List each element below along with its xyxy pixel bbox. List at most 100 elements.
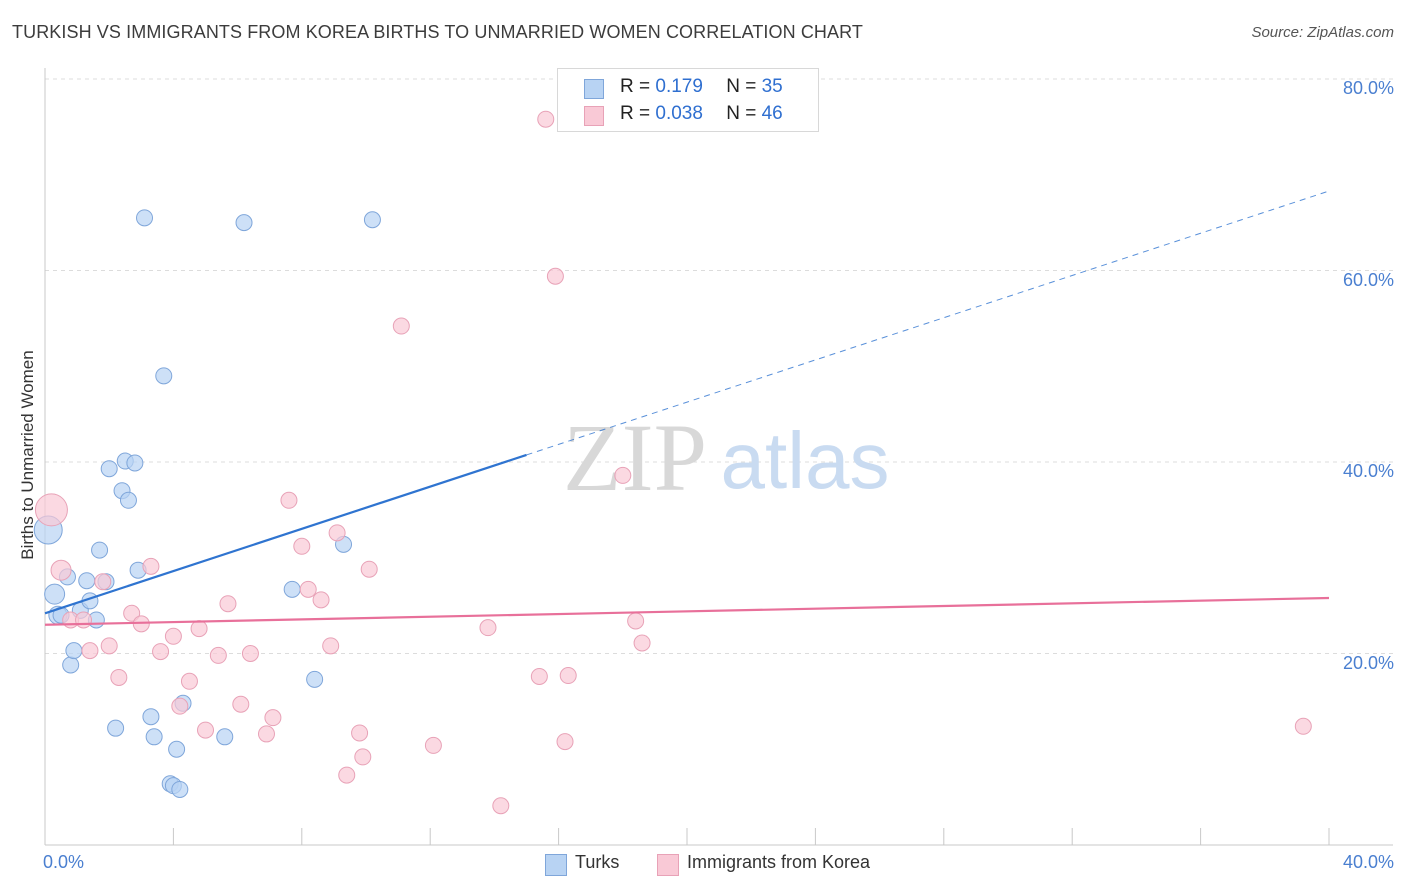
point-immigrants-from-korea xyxy=(209,646,227,664)
point-immigrants-from-korea xyxy=(100,637,118,655)
point-turks xyxy=(168,740,186,758)
point-immigrants-from-korea xyxy=(556,733,574,751)
point-immigrants-from-korea xyxy=(633,634,651,652)
y-tick-label: 80.0% xyxy=(1342,78,1394,98)
watermark-zip: ZIP xyxy=(563,404,707,511)
point-immigrants-from-korea xyxy=(197,721,214,739)
legend-n-label: N = xyxy=(726,76,762,97)
point-turks xyxy=(145,728,163,746)
bottom-legend-label-turks: Turks xyxy=(575,852,620,872)
point-immigrants-from-korea xyxy=(328,524,346,542)
watermark: ZIP atlas xyxy=(563,404,889,511)
point-turks xyxy=(65,642,83,660)
bottom-legend-swatch-turks xyxy=(545,854,567,876)
point-immigrants-from-korea xyxy=(219,595,237,613)
point-immigrants-from-korea xyxy=(360,560,378,578)
bottom-legend-label-korea: Immigrants from Korea xyxy=(687,852,871,872)
trend-turks xyxy=(44,453,527,615)
point-turks xyxy=(136,209,154,227)
legend-r-value: 0.179 xyxy=(655,76,703,97)
point-immigrants-from-korea xyxy=(537,110,555,128)
bottom-legend-swatch-korea xyxy=(657,854,679,876)
axes xyxy=(44,68,1393,846)
point-immigrants-from-korea xyxy=(392,317,410,335)
point-immigrants-from-korea xyxy=(479,619,497,637)
point-immigrants-from-korea xyxy=(164,627,182,645)
point-immigrants-from-korea xyxy=(627,612,645,630)
y-tick-label: 20.0% xyxy=(1342,652,1394,673)
point-immigrants-from-korea xyxy=(34,493,68,527)
watermark-atlas: atlas xyxy=(721,416,890,505)
y-tick-label: 40.0% xyxy=(1342,461,1394,481)
point-immigrants-from-korea xyxy=(614,466,632,484)
point-turks xyxy=(363,211,381,229)
point-immigrants-from-korea xyxy=(299,580,317,598)
point-turks xyxy=(155,367,173,385)
legend-r-label: R = xyxy=(620,76,656,97)
point-turks xyxy=(119,491,137,509)
point-immigrants-from-korea xyxy=(94,573,112,591)
point-turks xyxy=(216,728,234,746)
legend-row-turks: R = 0.179 N = 35 xyxy=(584,76,783,99)
point-immigrants-from-korea xyxy=(293,537,311,555)
legend-r-label: R = xyxy=(620,103,656,124)
point-immigrants-from-korea xyxy=(152,643,170,661)
point-immigrants-from-korea xyxy=(142,557,160,575)
point-immigrants-from-korea xyxy=(492,797,510,815)
point-immigrants-from-korea xyxy=(75,611,93,629)
point-immigrants-from-korea xyxy=(180,672,198,690)
point-immigrants-from-korea xyxy=(322,637,340,655)
legend-n-value: 35 xyxy=(761,76,783,97)
point-turks xyxy=(235,214,253,232)
legend-r-value: 0.038 xyxy=(655,103,703,124)
x-tick-max: 40.0% xyxy=(1342,852,1394,872)
point-turks xyxy=(283,580,301,598)
point-immigrants-from-korea xyxy=(50,559,72,581)
y-tick-label: 60.0% xyxy=(1342,269,1394,290)
point-immigrants-from-korea xyxy=(280,491,298,509)
data-points xyxy=(33,110,1312,815)
point-immigrants-from-korea xyxy=(546,267,564,285)
legend-row-korea: R = 0.038 N = 46 xyxy=(584,103,783,126)
point-immigrants-from-korea xyxy=(354,748,372,766)
chart-title: TURKISH VS IMMIGRANTS FROM KOREA BIRTHS … xyxy=(12,22,864,42)
point-turks xyxy=(91,541,109,559)
point-turks xyxy=(62,656,80,674)
point-immigrants-from-korea xyxy=(171,697,189,715)
point-immigrants-from-korea xyxy=(264,709,282,727)
point-turks xyxy=(107,719,125,737)
point-turks xyxy=(306,670,324,688)
x-tick-min: 0.0% xyxy=(43,852,85,872)
point-immigrants-from-korea xyxy=(338,766,356,784)
point-immigrants-from-korea xyxy=(232,695,250,713)
grid-lines xyxy=(45,78,1393,654)
trend-turks-extension xyxy=(526,190,1330,456)
point-immigrants-from-korea xyxy=(110,668,128,686)
bottom-legend-turks: Turks xyxy=(545,852,620,876)
legend-swatch-turks xyxy=(584,79,604,99)
point-immigrants-from-korea xyxy=(530,667,548,685)
point-turks xyxy=(171,780,189,798)
point-immigrants-from-korea xyxy=(81,642,99,660)
point-immigrants-from-korea xyxy=(424,736,442,754)
point-turks xyxy=(78,572,96,590)
legend-n-value: 46 xyxy=(761,103,783,124)
legend-n-label: N = xyxy=(726,103,762,124)
point-turks xyxy=(44,583,66,605)
trend-lines xyxy=(44,190,1330,626)
point-immigrants-from-korea xyxy=(241,645,259,662)
point-turks xyxy=(142,708,160,726)
point-immigrants-from-korea xyxy=(190,620,208,638)
trend-immigrants-from-korea xyxy=(44,596,1330,626)
point-immigrants-from-korea xyxy=(351,724,369,742)
point-turks xyxy=(126,454,144,472)
point-immigrants-from-korea xyxy=(123,604,141,622)
point-immigrants-from-korea xyxy=(257,725,275,743)
source-label: Source: ZipAtlas.com xyxy=(1251,24,1394,41)
correlation-legend: R = 0.179 N = 35 R = 0.038 N = 46 xyxy=(557,68,819,132)
point-immigrants-from-korea xyxy=(1294,717,1312,735)
bottom-legend-korea: Immigrants from Korea xyxy=(657,852,871,876)
legend-swatch-korea xyxy=(584,106,604,126)
point-turks xyxy=(100,460,118,478)
